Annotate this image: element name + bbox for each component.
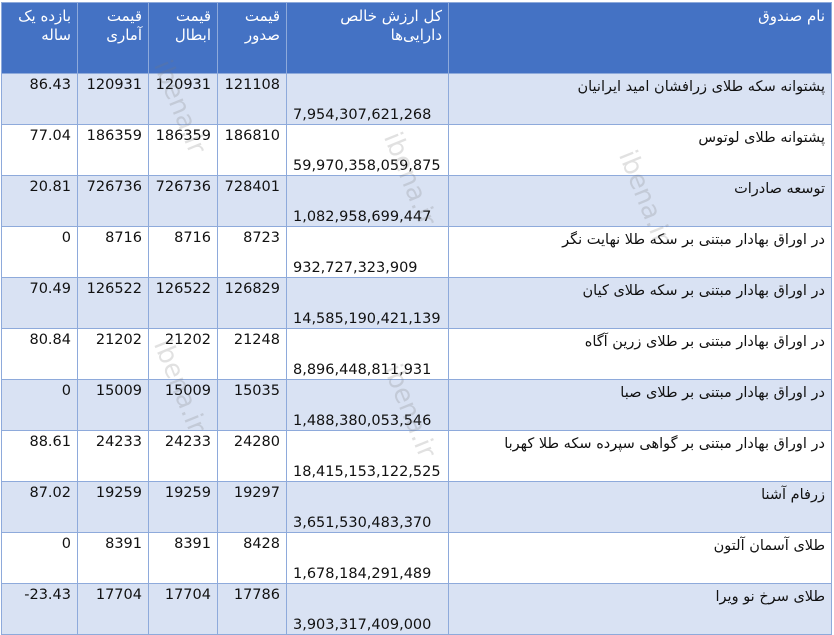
cell-redemption-price: 15009 xyxy=(148,379,218,431)
cell-annual-return: 0 xyxy=(1,379,78,431)
cell-redemption-price: 19259 xyxy=(148,481,218,533)
cell-annual-return: 88.61 xyxy=(1,430,78,482)
cell-fund-name: توسعه صادرات xyxy=(448,175,832,227)
cell-annual-return: 87.02 xyxy=(1,481,78,533)
cell-redemption-price: 120931 xyxy=(148,73,218,125)
cell-issue-price: 8723 xyxy=(217,226,287,278)
cell-total-nav: 1,488,380,053,546 xyxy=(286,379,449,431)
cell-total-nav: 932,727,323,909 xyxy=(286,226,449,278)
cell-statistical-price: 19259 xyxy=(77,481,149,533)
table-body: پشتوانه سکه طلای زرافشان امید ایرانیان 7,… xyxy=(1,73,832,635)
cell-issue-price: 728401 xyxy=(217,175,287,227)
cell-issue-price: 19297 xyxy=(217,481,287,533)
cell-annual-return: 0 xyxy=(1,532,78,584)
cell-issue-price: 126829 xyxy=(217,277,287,329)
header-fund-name: نام صندوق xyxy=(448,2,832,74)
cell-total-nav: 1,082,958,699,447 xyxy=(286,175,449,227)
cell-total-nav: 3,903,317,409,000 xyxy=(286,583,449,635)
cell-redemption-price: 8391 xyxy=(148,532,218,584)
cell-statistical-price: 24233 xyxy=(77,430,149,482)
cell-total-nav: 7,954,307,621,268 xyxy=(286,73,449,125)
cell-issue-price: 8428 xyxy=(217,532,287,584)
cell-fund-name: زرفام آشنا xyxy=(448,481,832,533)
cell-redemption-price: 24233 xyxy=(148,430,218,482)
cell-redemption-price: 8716 xyxy=(148,226,218,278)
cell-annual-return: 0 xyxy=(1,226,78,278)
cell-redemption-price: 21202 xyxy=(148,328,218,380)
cell-issue-price: 186810 xyxy=(217,124,287,176)
header-statistical-price: قیمت آماری xyxy=(77,2,149,74)
table-row: طلای سرخ نو ویرا 3,903,317,409,000 17786 17… xyxy=(1,583,832,635)
cell-statistical-price: 726736 xyxy=(77,175,149,227)
cell-issue-price: 17786 xyxy=(217,583,287,635)
table-row: در اوراق بهادار مبتنی بر سکه طلا نهایت ن… xyxy=(1,226,832,278)
table-row: در اوراق بهادار مبتنی بر طلای صبا 1,488,3… xyxy=(1,379,832,431)
table-row: زرفام آشنا 3,651,530,483,370 19297 19259 192… xyxy=(1,481,832,533)
cell-redemption-price: 726736 xyxy=(148,175,218,227)
cell-annual-return: 86.43 xyxy=(1,73,78,125)
table-row: در اوراق بهادار مبتنی بر طلای زرین آگاه 8… xyxy=(1,328,832,380)
cell-statistical-price: 15009 xyxy=(77,379,149,431)
cell-fund-name: پشتوانه طلای لوتوس xyxy=(448,124,832,176)
table-row: پشتوانه طلای لوتوس 59,970,358,059,875 1868… xyxy=(1,124,832,176)
cell-annual-return: 80.84 xyxy=(1,328,78,380)
cell-issue-price: 15035 xyxy=(217,379,287,431)
cell-fund-name: در اوراق بهادار مبتنی بر سکه طلای کیان xyxy=(448,277,832,329)
table-row: در اوراق بهادار مبتنی بر گواهی سپرده سکه… xyxy=(1,430,832,482)
cell-fund-name: در اوراق بهادار مبتنی بر طلای صبا xyxy=(448,379,832,431)
cell-fund-name: در اوراق بهادار مبتنی بر سکه طلا نهایت ن… xyxy=(448,226,832,278)
cell-fund-name: در اوراق بهادار مبتنی بر گواهی سپرده سکه… xyxy=(448,430,832,482)
cell-redemption-price: 17704 xyxy=(148,583,218,635)
cell-total-nav: 1,678,184,291,489 xyxy=(286,532,449,584)
table-row: در اوراق بهادار مبتنی بر سکه طلای کیان 14… xyxy=(1,277,832,329)
cell-annual-return: 20.81 xyxy=(1,175,78,227)
cell-fund-name: پشتوانه سکه طلای زرافشان امید ایرانیان xyxy=(448,73,832,125)
cell-total-nav: 14,585,190,421,139 xyxy=(286,277,449,329)
table-row: توسعه صادرات 1,082,958,699,447 728401 72673… xyxy=(1,175,832,227)
cell-total-nav: 8,896,448,811,931 xyxy=(286,328,449,380)
table-row: طلای آسمان آلتون 1,678,184,291,489 8428 839… xyxy=(1,532,832,584)
cell-redemption-price: 126522 xyxy=(148,277,218,329)
cell-annual-return: -23.43 xyxy=(1,583,78,635)
cell-statistical-price: 120931 xyxy=(77,73,149,125)
cell-statistical-price: 186359 xyxy=(77,124,149,176)
cell-statistical-price: 8391 xyxy=(77,532,149,584)
header-total-nav: کل ارزش خالص دارایی‌ها xyxy=(286,2,449,74)
cell-issue-price: 121108 xyxy=(217,73,287,125)
cell-total-nav: 3,651,530,483,370 xyxy=(286,481,449,533)
cell-statistical-price: 126522 xyxy=(77,277,149,329)
cell-redemption-price: 186359 xyxy=(148,124,218,176)
cell-total-nav: 18,415,153,122,525 xyxy=(286,430,449,482)
cell-fund-name: طلای آسمان آلتون xyxy=(448,532,832,584)
table-row: پشتوانه سکه طلای زرافشان امید ایرانیان 7,… xyxy=(1,73,832,125)
cell-issue-price: 24280 xyxy=(217,430,287,482)
cell-statistical-price: 21202 xyxy=(77,328,149,380)
cell-fund-name: طلای سرخ نو ویرا xyxy=(448,583,832,635)
cell-fund-name: در اوراق بهادار مبتنی بر طلای زرین آگاه xyxy=(448,328,832,380)
cell-annual-return: 70.49 xyxy=(1,277,78,329)
cell-annual-return: 77.04 xyxy=(1,124,78,176)
header-issue-price: قیمت صدور xyxy=(217,2,287,74)
cell-total-nav: 59,970,358,059,875 xyxy=(286,124,449,176)
cell-issue-price: 21248 xyxy=(217,328,287,380)
header-annual-return: بازده یک ساله xyxy=(1,2,78,74)
header-redemption-price: قیمت ابطال xyxy=(148,2,218,74)
table-header-row: نام صندوق کل ارزش خالص دارایی‌ها قیمت صد… xyxy=(1,2,832,74)
cell-statistical-price: 17704 xyxy=(77,583,149,635)
cell-statistical-price: 8716 xyxy=(77,226,149,278)
